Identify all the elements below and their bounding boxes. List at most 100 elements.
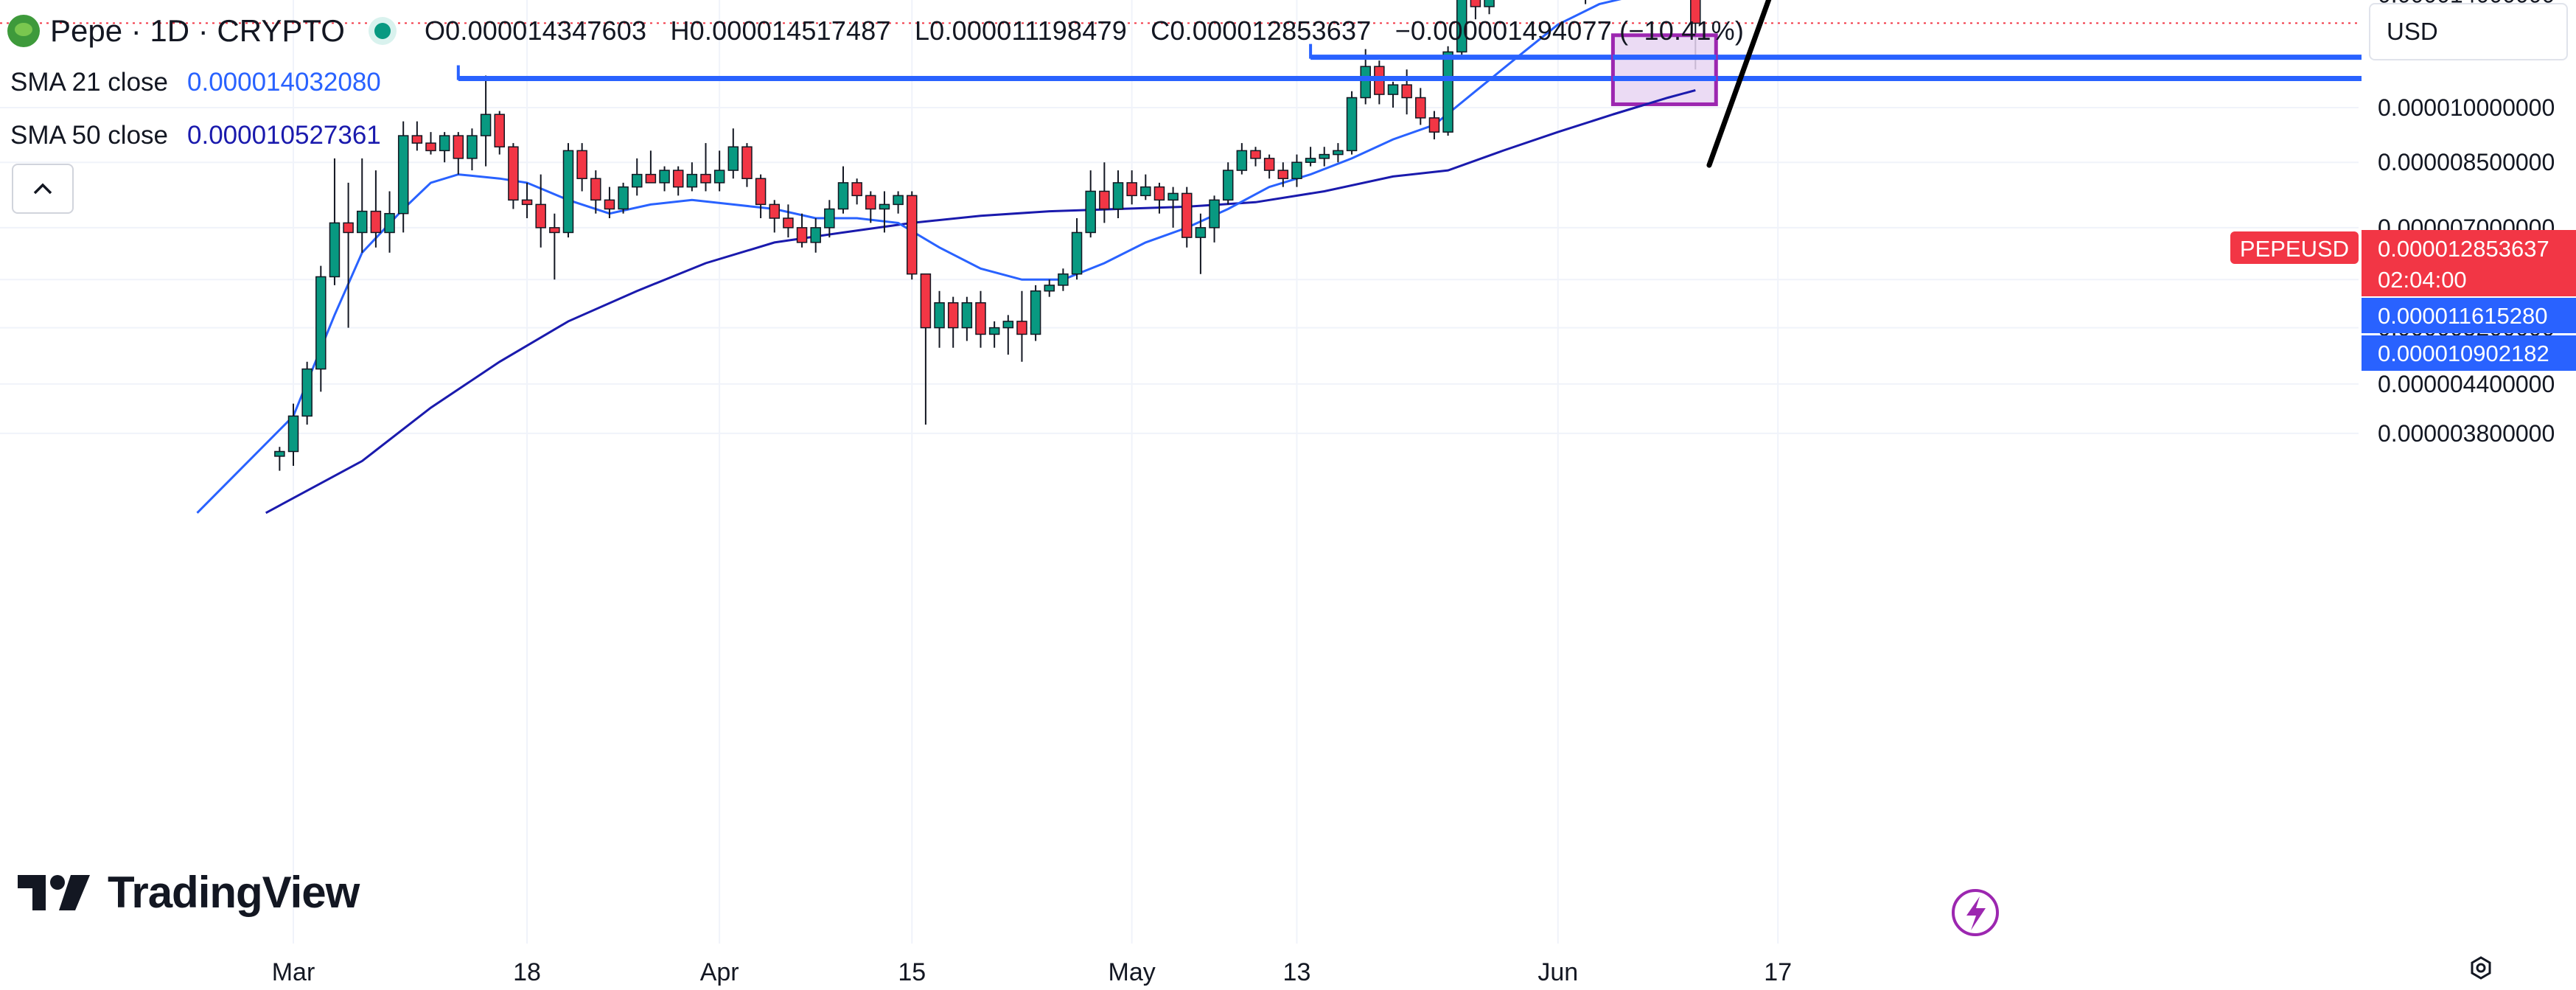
candle[interactable] (1236, 143, 1248, 175)
candle[interactable] (632, 158, 643, 196)
candle[interactable] (618, 182, 629, 214)
candle[interactable] (1346, 91, 1358, 155)
candle[interactable] (357, 158, 368, 253)
candle[interactable] (315, 265, 327, 392)
candle[interactable] (1277, 162, 1289, 187)
candle[interactable] (713, 150, 725, 192)
candle[interactable] (604, 187, 615, 219)
candle[interactable] (1319, 147, 1330, 167)
candle[interactable] (535, 174, 546, 248)
zone-group[interactable] (1610, 33, 1718, 116)
candle[interactable] (1333, 143, 1344, 163)
candle[interactable] (920, 273, 932, 425)
candle[interactable] (521, 182, 533, 219)
collapse-legend-button[interactable] (12, 164, 74, 214)
candle[interactable] (1044, 279, 1055, 297)
candle[interactable] (384, 191, 395, 253)
sma21-legend[interactable]: SMA 21 close 0.000014032080 (10, 68, 381, 97)
candle[interactable] (1126, 170, 1137, 205)
candle[interactable] (934, 290, 945, 348)
candle[interactable] (1181, 187, 1193, 248)
candle[interactable] (686, 162, 698, 192)
candle[interactable] (837, 166, 849, 214)
candles-group[interactable] (274, 0, 1701, 471)
candle[interactable] (727, 128, 739, 179)
candle[interactable] (467, 128, 478, 171)
candle[interactable] (947, 296, 959, 348)
x-axis[interactable]: Mar 18 Apr 15 May 13 Jun 17 (272, 958, 1792, 986)
candle[interactable] (329, 158, 341, 285)
sma50-legend[interactable]: SMA 50 close 0.000010527361 (10, 121, 381, 150)
candle[interactable] (549, 213, 560, 280)
candle[interactable] (769, 200, 780, 233)
candle[interactable] (453, 132, 464, 175)
y-axis[interactable]: 0.0000038000000.0000044000000.0000052000… (2378, 0, 2555, 447)
symbol-title[interactable]: Pepe · 1D · CRYPTO (50, 13, 345, 48)
candle[interactable] (1085, 170, 1096, 238)
candle[interactable] (562, 143, 574, 238)
candle[interactable] (1071, 218, 1083, 280)
market-status-icon[interactable] (374, 23, 391, 39)
candle[interactable] (672, 166, 684, 196)
candle[interactable] (893, 191, 904, 214)
zone-rectangle[interactable] (1610, 33, 1718, 106)
candle[interactable] (810, 218, 821, 253)
level-lines-group[interactable] (456, 43, 2362, 82)
candle[interactable] (370, 170, 382, 248)
candle[interactable] (961, 296, 973, 341)
candle[interactable] (824, 200, 835, 238)
arrow-shaft[interactable] (1706, 0, 1795, 168)
candle[interactable] (645, 150, 657, 184)
candle[interactable] (1002, 315, 1014, 355)
candle[interactable] (1195, 213, 1207, 274)
candle[interactable] (480, 75, 492, 167)
candle[interactable] (1415, 88, 1426, 125)
candle[interactable] (1209, 195, 1220, 243)
candle[interactable] (907, 191, 918, 280)
candle[interactable] (301, 361, 313, 425)
candle[interactable] (439, 132, 450, 163)
candle[interactable] (1153, 182, 1165, 214)
candle[interactable] (411, 121, 423, 151)
candle[interactable] (1374, 60, 1385, 105)
settings-icon[interactable] (2471, 956, 2491, 980)
lightning-icon[interactable] (1952, 889, 1999, 936)
candle[interactable] (1030, 285, 1041, 341)
candle[interactable] (1442, 46, 1453, 136)
candle[interactable] (1470, 0, 1481, 20)
candle[interactable] (1016, 290, 1027, 362)
candle[interactable] (1250, 147, 1261, 167)
candle[interactable] (975, 290, 986, 348)
candle[interactable] (1581, 0, 1591, 4)
candle[interactable] (1222, 162, 1234, 205)
candle[interactable] (700, 143, 711, 192)
candle[interactable] (879, 191, 890, 233)
candle[interactable] (274, 447, 285, 471)
candle[interactable] (1484, 0, 1495, 15)
arrow-group[interactable] (1706, 0, 1811, 168)
candle[interactable] (1456, 0, 1467, 55)
candle[interactable] (287, 403, 299, 466)
candle[interactable] (425, 132, 436, 155)
candle[interactable] (1112, 170, 1124, 219)
candle[interactable] (796, 213, 808, 248)
candle[interactable] (988, 321, 1000, 348)
candle[interactable] (783, 204, 794, 238)
candle[interactable] (1305, 147, 1316, 167)
candle[interactable] (1263, 154, 1275, 179)
candle[interactable] (865, 191, 876, 223)
candle[interactable] (590, 170, 601, 214)
candle[interactable] (1140, 174, 1151, 201)
candle[interactable] (343, 182, 354, 328)
candle[interactable] (508, 143, 519, 209)
candle[interactable] (1099, 162, 1110, 223)
candle[interactable] (659, 166, 670, 192)
candle[interactable] (851, 178, 862, 205)
candle[interactable] (741, 143, 753, 187)
currency-select[interactable]: USD (2369, 3, 2568, 60)
candle[interactable] (1387, 81, 1399, 108)
candle[interactable] (1428, 111, 1440, 140)
candle[interactable] (1058, 268, 1069, 291)
candle[interactable] (576, 143, 587, 192)
